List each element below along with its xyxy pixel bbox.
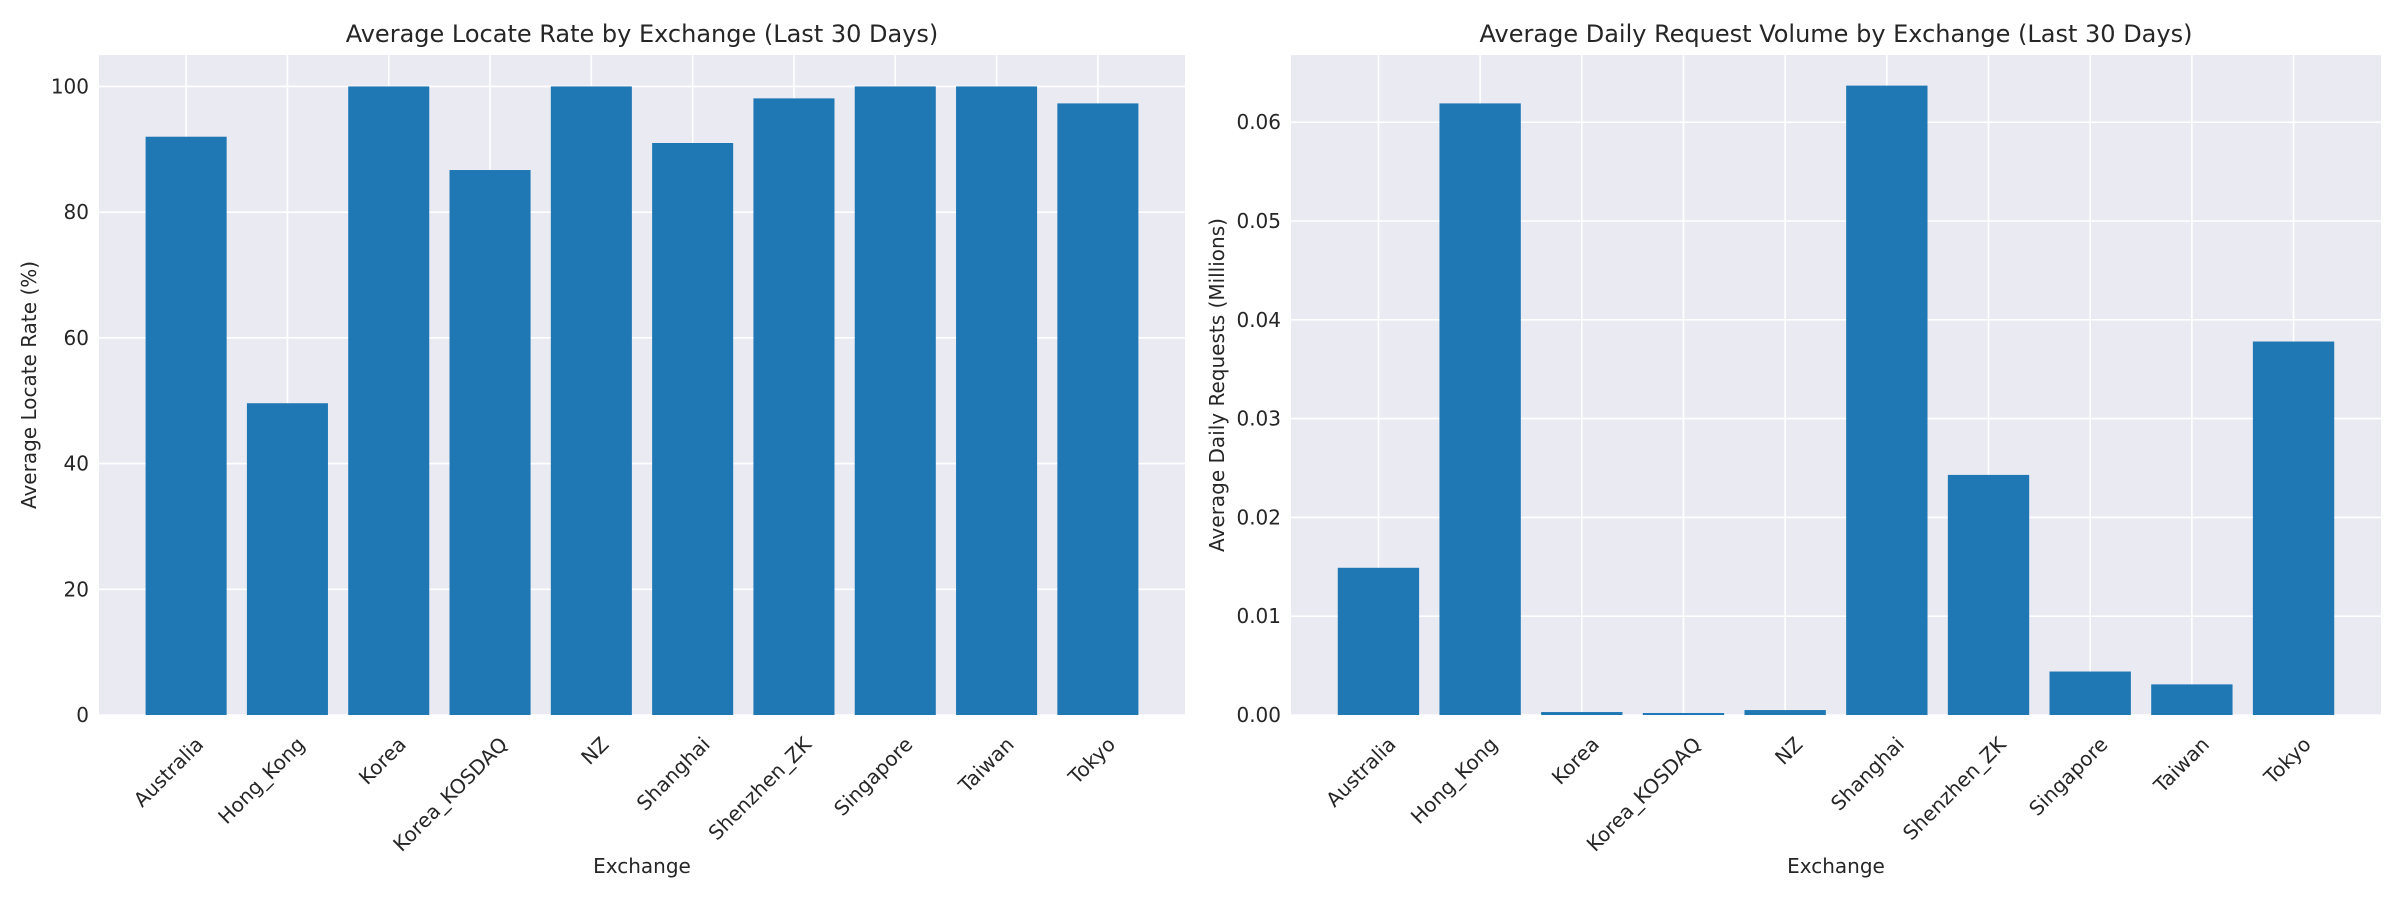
y-tick-label: 0.03 xyxy=(1236,407,1281,431)
bar-korea-kosdaq xyxy=(449,170,531,715)
x-tick-label: NZ xyxy=(1770,732,1807,769)
bar-singapore xyxy=(854,86,936,715)
bar-australia xyxy=(145,136,227,715)
x-tick-label: Singapore xyxy=(829,732,917,820)
chart-title: Average Locate Rate by Exchange (Last 30… xyxy=(346,20,939,48)
bar-hong-kong xyxy=(246,403,328,715)
x-tick-label: Shenzhen_ZK xyxy=(1898,732,2011,845)
y-axis-label: Average Daily Requests (Millions) xyxy=(1205,218,1229,552)
bar-nz xyxy=(550,86,632,715)
x-axis-label: Exchange xyxy=(593,854,691,878)
y-tick-label: 20 xyxy=(64,577,89,601)
x-tick-label: Korea xyxy=(1547,732,1604,789)
y-tick-label: 40 xyxy=(64,452,89,476)
x-tick-label: Taiwan xyxy=(2148,732,2214,798)
y-tick-label: 0.04 xyxy=(1236,308,1281,332)
bar-korea-kosdaq xyxy=(1642,713,1725,715)
y-tick-label: 100 xyxy=(51,74,89,98)
x-tick-label: Shenzhen_ZK xyxy=(703,732,816,845)
chart-title: Average Daily Request Volume by Exchange… xyxy=(1480,20,2193,48)
y-tick-label: 0.01 xyxy=(1236,604,1281,628)
x-tick-label: Hong_Kong xyxy=(213,732,309,828)
y-axis-label: Average Locate Rate (%) xyxy=(17,261,41,509)
bar-shenzhen-zk xyxy=(753,98,835,715)
bar-shanghai xyxy=(1846,85,1928,716)
x-tick-label: Tokyo xyxy=(1063,732,1120,789)
bar-taiwan xyxy=(956,86,1038,715)
request-volume-chart: 0.00 0.01 0.02 0.03 0.04 0.05 0.06 Australia Hon… xyxy=(1205,20,2381,878)
x-tick-label: Korea xyxy=(354,732,411,789)
x-tick-label: Australia xyxy=(129,732,209,812)
bar-nz xyxy=(1744,710,1826,715)
y-tick-label: 0.06 xyxy=(1236,110,1281,134)
y-tick-label: 0.02 xyxy=(1236,505,1281,529)
bar-taiwan xyxy=(2151,684,2233,715)
x-tick-label: Taiwan xyxy=(953,732,1019,798)
y-tick-label: 0.05 xyxy=(1236,209,1281,233)
bar-shenzhen-zk xyxy=(1947,474,2030,715)
x-tick-label: Shanghai xyxy=(632,732,715,815)
x-tick-label: Hong_Kong xyxy=(1406,732,1502,828)
bar-korea xyxy=(348,86,430,715)
x-axis-label: Exchange xyxy=(1787,854,1885,878)
bar-australia xyxy=(1337,567,1420,715)
bar-korea xyxy=(1541,712,1623,715)
y-tick-label: 80 xyxy=(64,200,89,224)
bar-singapore xyxy=(2049,671,2131,715)
bar-tokyo xyxy=(2252,341,2335,715)
bar-shanghai xyxy=(652,143,734,715)
x-tick-label: Singapore xyxy=(2024,732,2112,820)
y-tick-label: 60 xyxy=(64,326,89,350)
y-tick-label: 0.00 xyxy=(1236,703,1281,727)
bar-hong-kong xyxy=(1439,103,1521,716)
bar-tokyo xyxy=(1057,103,1139,715)
x-tick-label: NZ xyxy=(576,732,613,769)
x-tick-label: Shanghai xyxy=(1826,732,1909,815)
x-tick-label: Australia xyxy=(1321,732,1401,812)
x-tick-label: Tokyo xyxy=(2258,732,2315,789)
y-tick-label: 0 xyxy=(76,703,89,727)
